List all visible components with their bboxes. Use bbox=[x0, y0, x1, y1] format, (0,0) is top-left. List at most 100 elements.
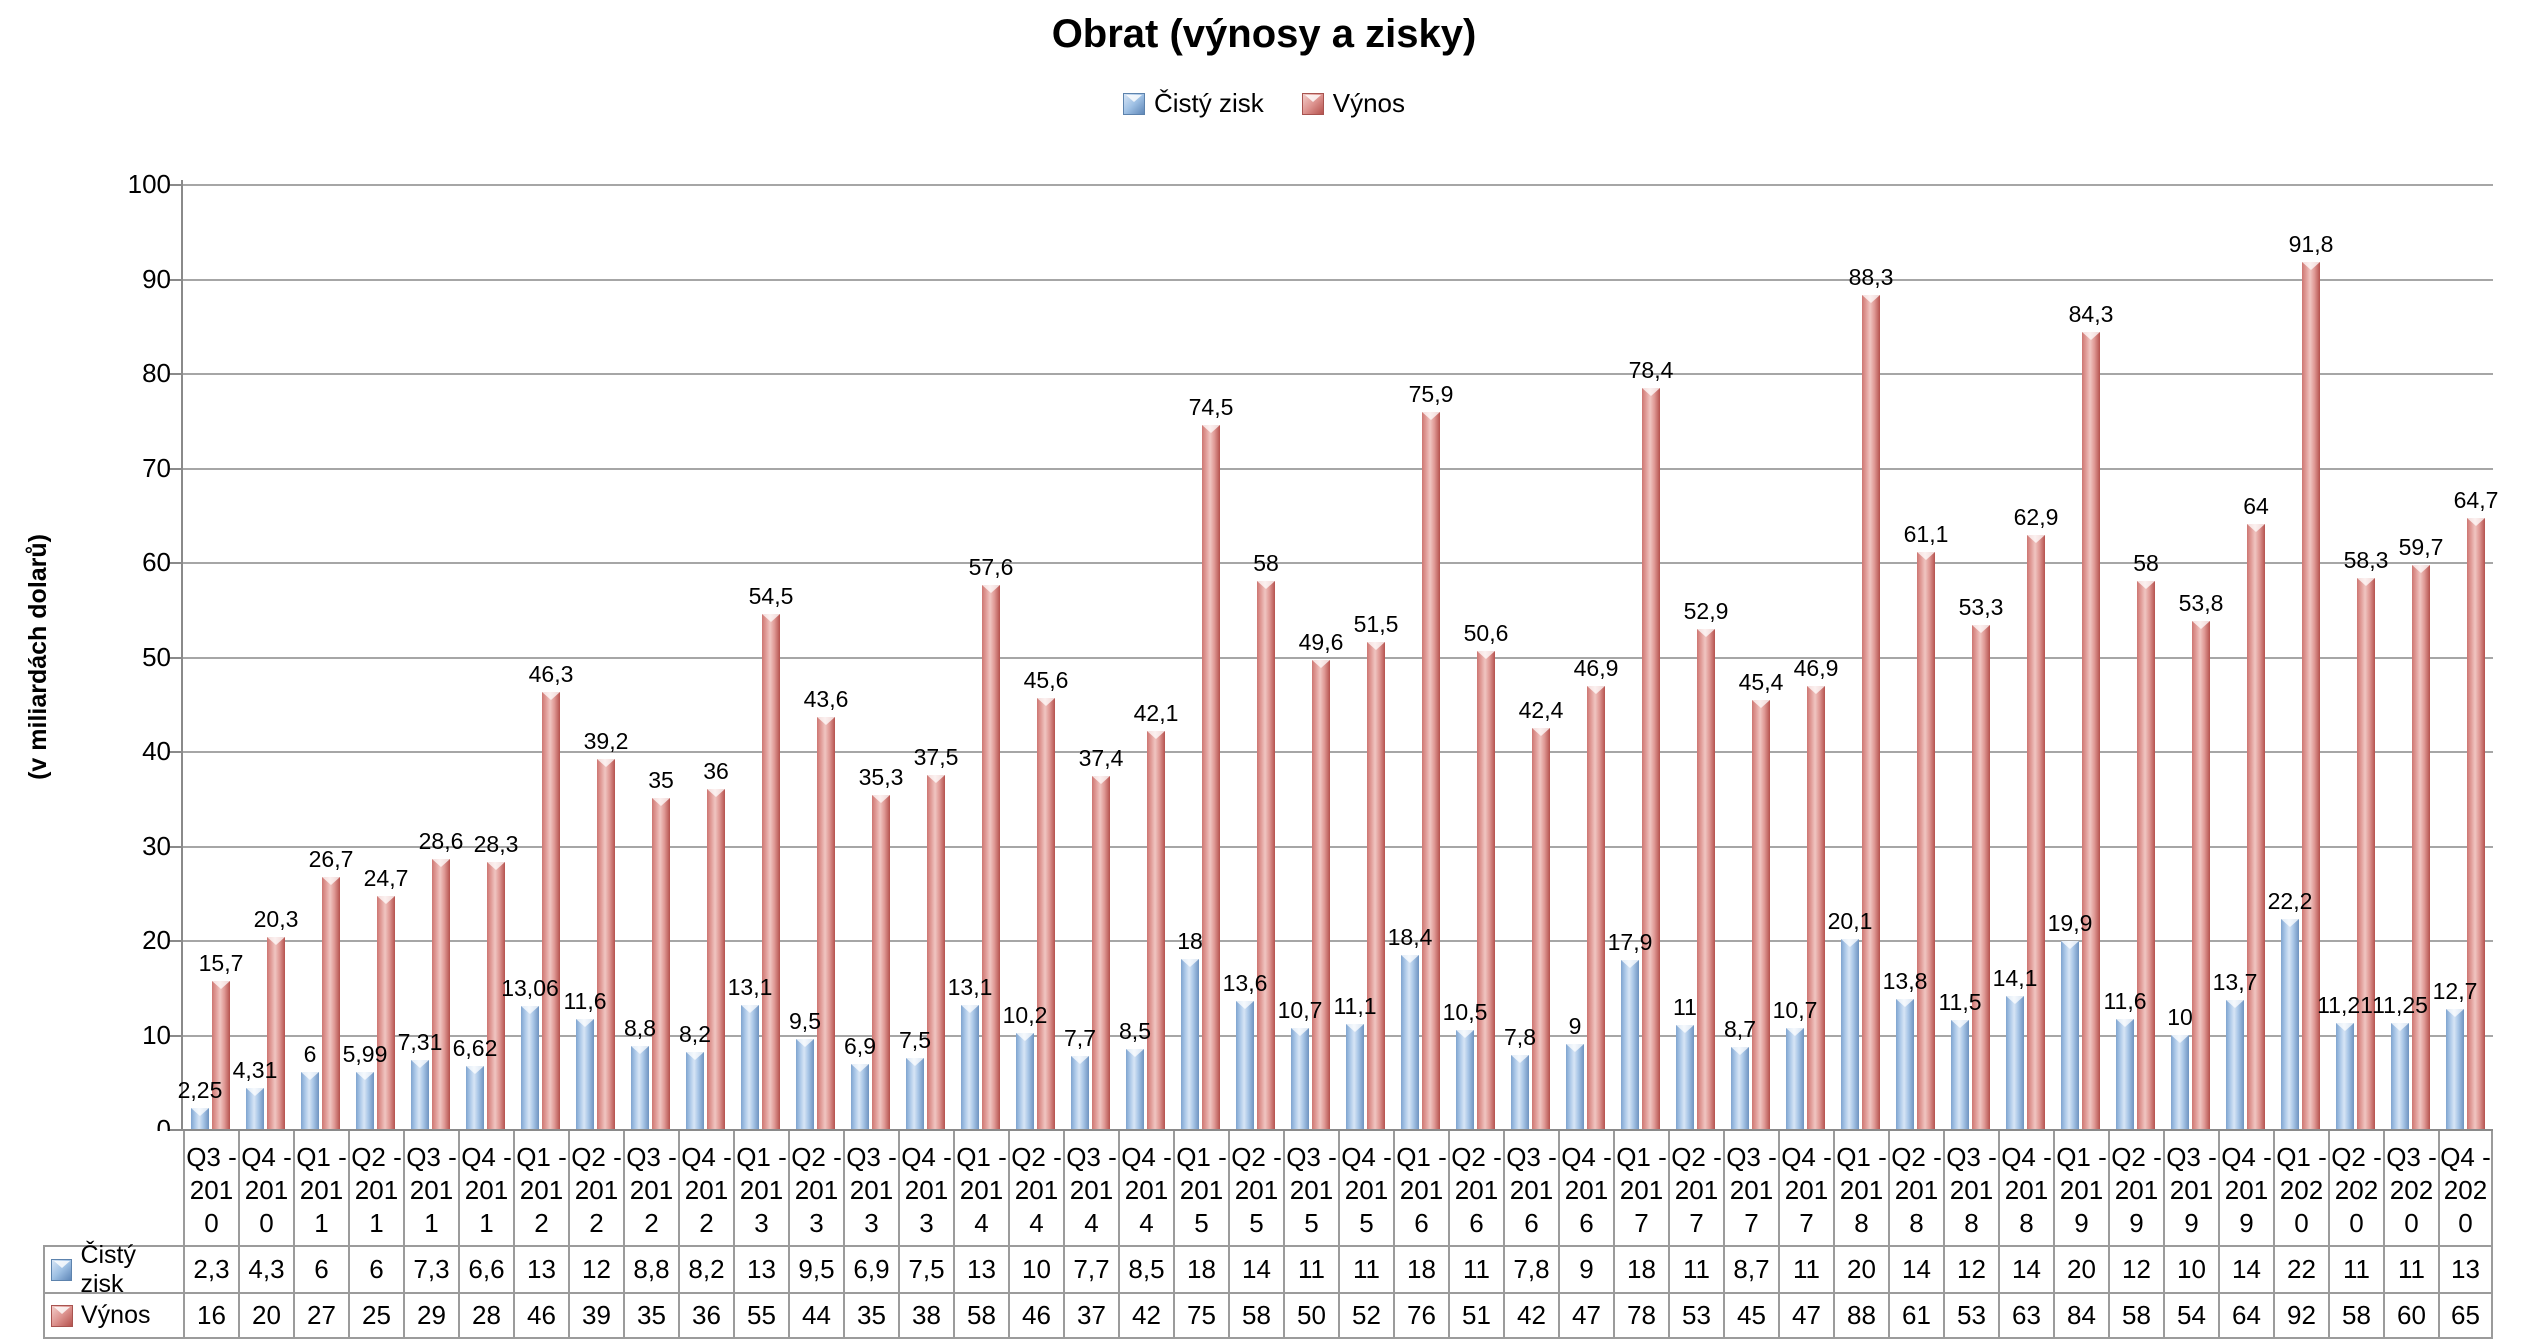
vynos-bar: 39,2 bbox=[584, 728, 628, 1129]
cisty-zisk-legend-key-icon bbox=[51, 1258, 73, 1281]
table-cell: 11 bbox=[1283, 1245, 1338, 1292]
bar-group: 7,31 28,6 bbox=[398, 184, 463, 1129]
table-cell: 92 bbox=[2273, 1292, 2328, 1339]
table-cell: 53 bbox=[1943, 1292, 1998, 1339]
vynos-bar: 28,3 bbox=[474, 831, 518, 1129]
y-axis-tick bbox=[170, 468, 181, 470]
table-cell: 27 bbox=[293, 1292, 348, 1339]
category-label: Q4 - 201 4 bbox=[1118, 1131, 1173, 1245]
table-cell: 6,9 bbox=[843, 1245, 898, 1292]
bar-value-label: 49,6 bbox=[1298, 629, 1344, 656]
table-cell: 9,5 bbox=[788, 1245, 843, 1292]
y-axis-tick-label: 60 bbox=[142, 547, 171, 577]
category-label: Q3 - 201 8 bbox=[1943, 1131, 1998, 1245]
bar-value-label: 11,21 bbox=[2317, 992, 2373, 1019]
category-label: Q2 - 201 7 bbox=[1668, 1131, 1723, 1245]
bar-value-label: 28,3 bbox=[473, 830, 519, 857]
cisty-zisk-bar: 18,4 bbox=[1388, 924, 1432, 1129]
bar-value-label: 8,7 bbox=[1724, 1015, 1756, 1042]
bar-value-label: 46,3 bbox=[528, 660, 574, 687]
bar-group: 10 53,8 bbox=[2163, 184, 2223, 1129]
cisty-zisk-bar: 13,1 bbox=[948, 974, 992, 1129]
table-cell: 11 bbox=[2383, 1245, 2438, 1292]
vynos-legend-key-icon bbox=[1301, 92, 1324, 115]
category-label: Q3 - 201 3 bbox=[843, 1131, 898, 1245]
bar-value-label: 13,1 bbox=[947, 974, 993, 1001]
cisty-zisk-bar: 10,7 bbox=[1278, 997, 1322, 1129]
cisty-zisk-bar: 13,1 bbox=[728, 974, 772, 1129]
legend-label-vynos: Výnos bbox=[1332, 88, 1406, 118]
category-label: Q4 - 201 0 bbox=[238, 1131, 293, 1245]
cisty-zisk-bar: 19,9 bbox=[2048, 910, 2092, 1129]
bar-value-label: 36 bbox=[703, 757, 729, 784]
table-cell: 11 bbox=[1338, 1245, 1393, 1292]
bar-value-label: 57,6 bbox=[968, 553, 1014, 580]
category-label: Q1 - 201 2 bbox=[513, 1131, 568, 1245]
vynos-bar: 64 bbox=[2243, 493, 2269, 1129]
bar-value-label: 45,6 bbox=[1023, 667, 1069, 694]
category-label: Q1 - 201 4 bbox=[953, 1131, 1008, 1245]
vynos-bar: 59,7 bbox=[2399, 534, 2443, 1129]
table-cell: 20 bbox=[238, 1292, 293, 1339]
bar-value-label: 26,7 bbox=[308, 845, 354, 872]
bar-value-label: 64 bbox=[2243, 493, 2269, 520]
bar-group: 4,31 20,3 bbox=[233, 184, 298, 1129]
vynos-bar: 51,5 bbox=[1354, 611, 1398, 1129]
bar-value-label: 64,7 bbox=[2453, 486, 2499, 513]
bar-group: 10,2 45,6 bbox=[1003, 184, 1068, 1129]
table-cell: 16 bbox=[183, 1292, 238, 1339]
cisty-zisk-bar: 7,5 bbox=[899, 1027, 931, 1129]
table-cell: 54 bbox=[2163, 1292, 2218, 1339]
bar-value-label: 59,7 bbox=[2398, 533, 2444, 560]
bar-group: 11,5 53,3 bbox=[1938, 184, 2003, 1129]
table-cell: 14 bbox=[2218, 1245, 2273, 1292]
cisty-zisk-bar: 6,9 bbox=[844, 1033, 876, 1129]
bar-value-label: 50,6 bbox=[1463, 619, 1509, 646]
cisty-zisk-bar: 13,6 bbox=[1223, 970, 1267, 1129]
bar-group: 22,2 91,8 bbox=[2268, 184, 2333, 1129]
bar-value-label: 13,1 bbox=[727, 974, 773, 1001]
y-axis-tick bbox=[170, 1129, 181, 1131]
cisty-zisk-bar: 18 bbox=[1177, 928, 1203, 1129]
vynos-bar: 37,4 bbox=[1079, 745, 1123, 1129]
table-cell: 36 bbox=[678, 1292, 733, 1339]
table-cell: 58 bbox=[2328, 1292, 2383, 1339]
category-label: Q3 - 201 5 bbox=[1283, 1131, 1338, 1245]
table-corner-cell bbox=[43, 1131, 183, 1245]
table-cell: 58 bbox=[2108, 1292, 2163, 1339]
gridline bbox=[183, 373, 2493, 375]
category-label: Q3 - 202 0 bbox=[2383, 1131, 2438, 1245]
table-cell: 44 bbox=[788, 1292, 843, 1339]
cisty-zisk-bar: 13,8 bbox=[1883, 968, 1927, 1129]
bar-value-label: 58 bbox=[1253, 549, 1279, 576]
bar-value-label: 6,9 bbox=[844, 1032, 876, 1059]
bar-value-label: 8,8 bbox=[624, 1014, 656, 1041]
cisty-zisk-bar: 11 bbox=[1673, 994, 1697, 1129]
y-axis-tick-label: 90 bbox=[142, 263, 171, 294]
table-cell: 7,3 bbox=[403, 1245, 458, 1292]
bar-group: 8,5 42,1 bbox=[1118, 184, 1178, 1129]
vynos-bar: 54,5 bbox=[749, 583, 793, 1129]
category-label: Q4 - 201 1 bbox=[458, 1131, 513, 1245]
cisty-zisk-bar: 6 bbox=[301, 1041, 319, 1129]
table-cell: 9 bbox=[1558, 1245, 1613, 1292]
category-label: Q4 - 201 6 bbox=[1558, 1131, 1613, 1245]
gridline bbox=[183, 846, 2493, 848]
table-row-header-label: Výnos bbox=[81, 1301, 151, 1329]
cisty-zisk-bar: 11,6 bbox=[2103, 988, 2147, 1129]
chart-legend: Čistý zisk Výnos bbox=[0, 88, 2528, 119]
vynos-bar: 74,5 bbox=[1189, 394, 1233, 1129]
cisty-zisk-bar: 12,7 bbox=[2433, 978, 2477, 1129]
bar-value-label: 37,5 bbox=[913, 743, 959, 770]
cisty-zisk-bar: 8,7 bbox=[1724, 1016, 1756, 1129]
bar-group: 6 26,7 bbox=[293, 184, 353, 1129]
cisty-zisk-bar: 11,21 bbox=[2317, 992, 2373, 1129]
bar-value-label: 42,1 bbox=[1133, 700, 1179, 727]
table-cell: 75 bbox=[1173, 1292, 1228, 1339]
chart-title: Obrat (výnosy a zisky) bbox=[1051, 12, 1477, 56]
table-cell: 46 bbox=[1008, 1292, 1063, 1339]
y-axis-tick bbox=[170, 657, 181, 659]
table-cell: 45 bbox=[1723, 1292, 1778, 1339]
bar-group: 11,6 58 bbox=[2103, 184, 2163, 1129]
table-cell: 12 bbox=[568, 1245, 623, 1292]
